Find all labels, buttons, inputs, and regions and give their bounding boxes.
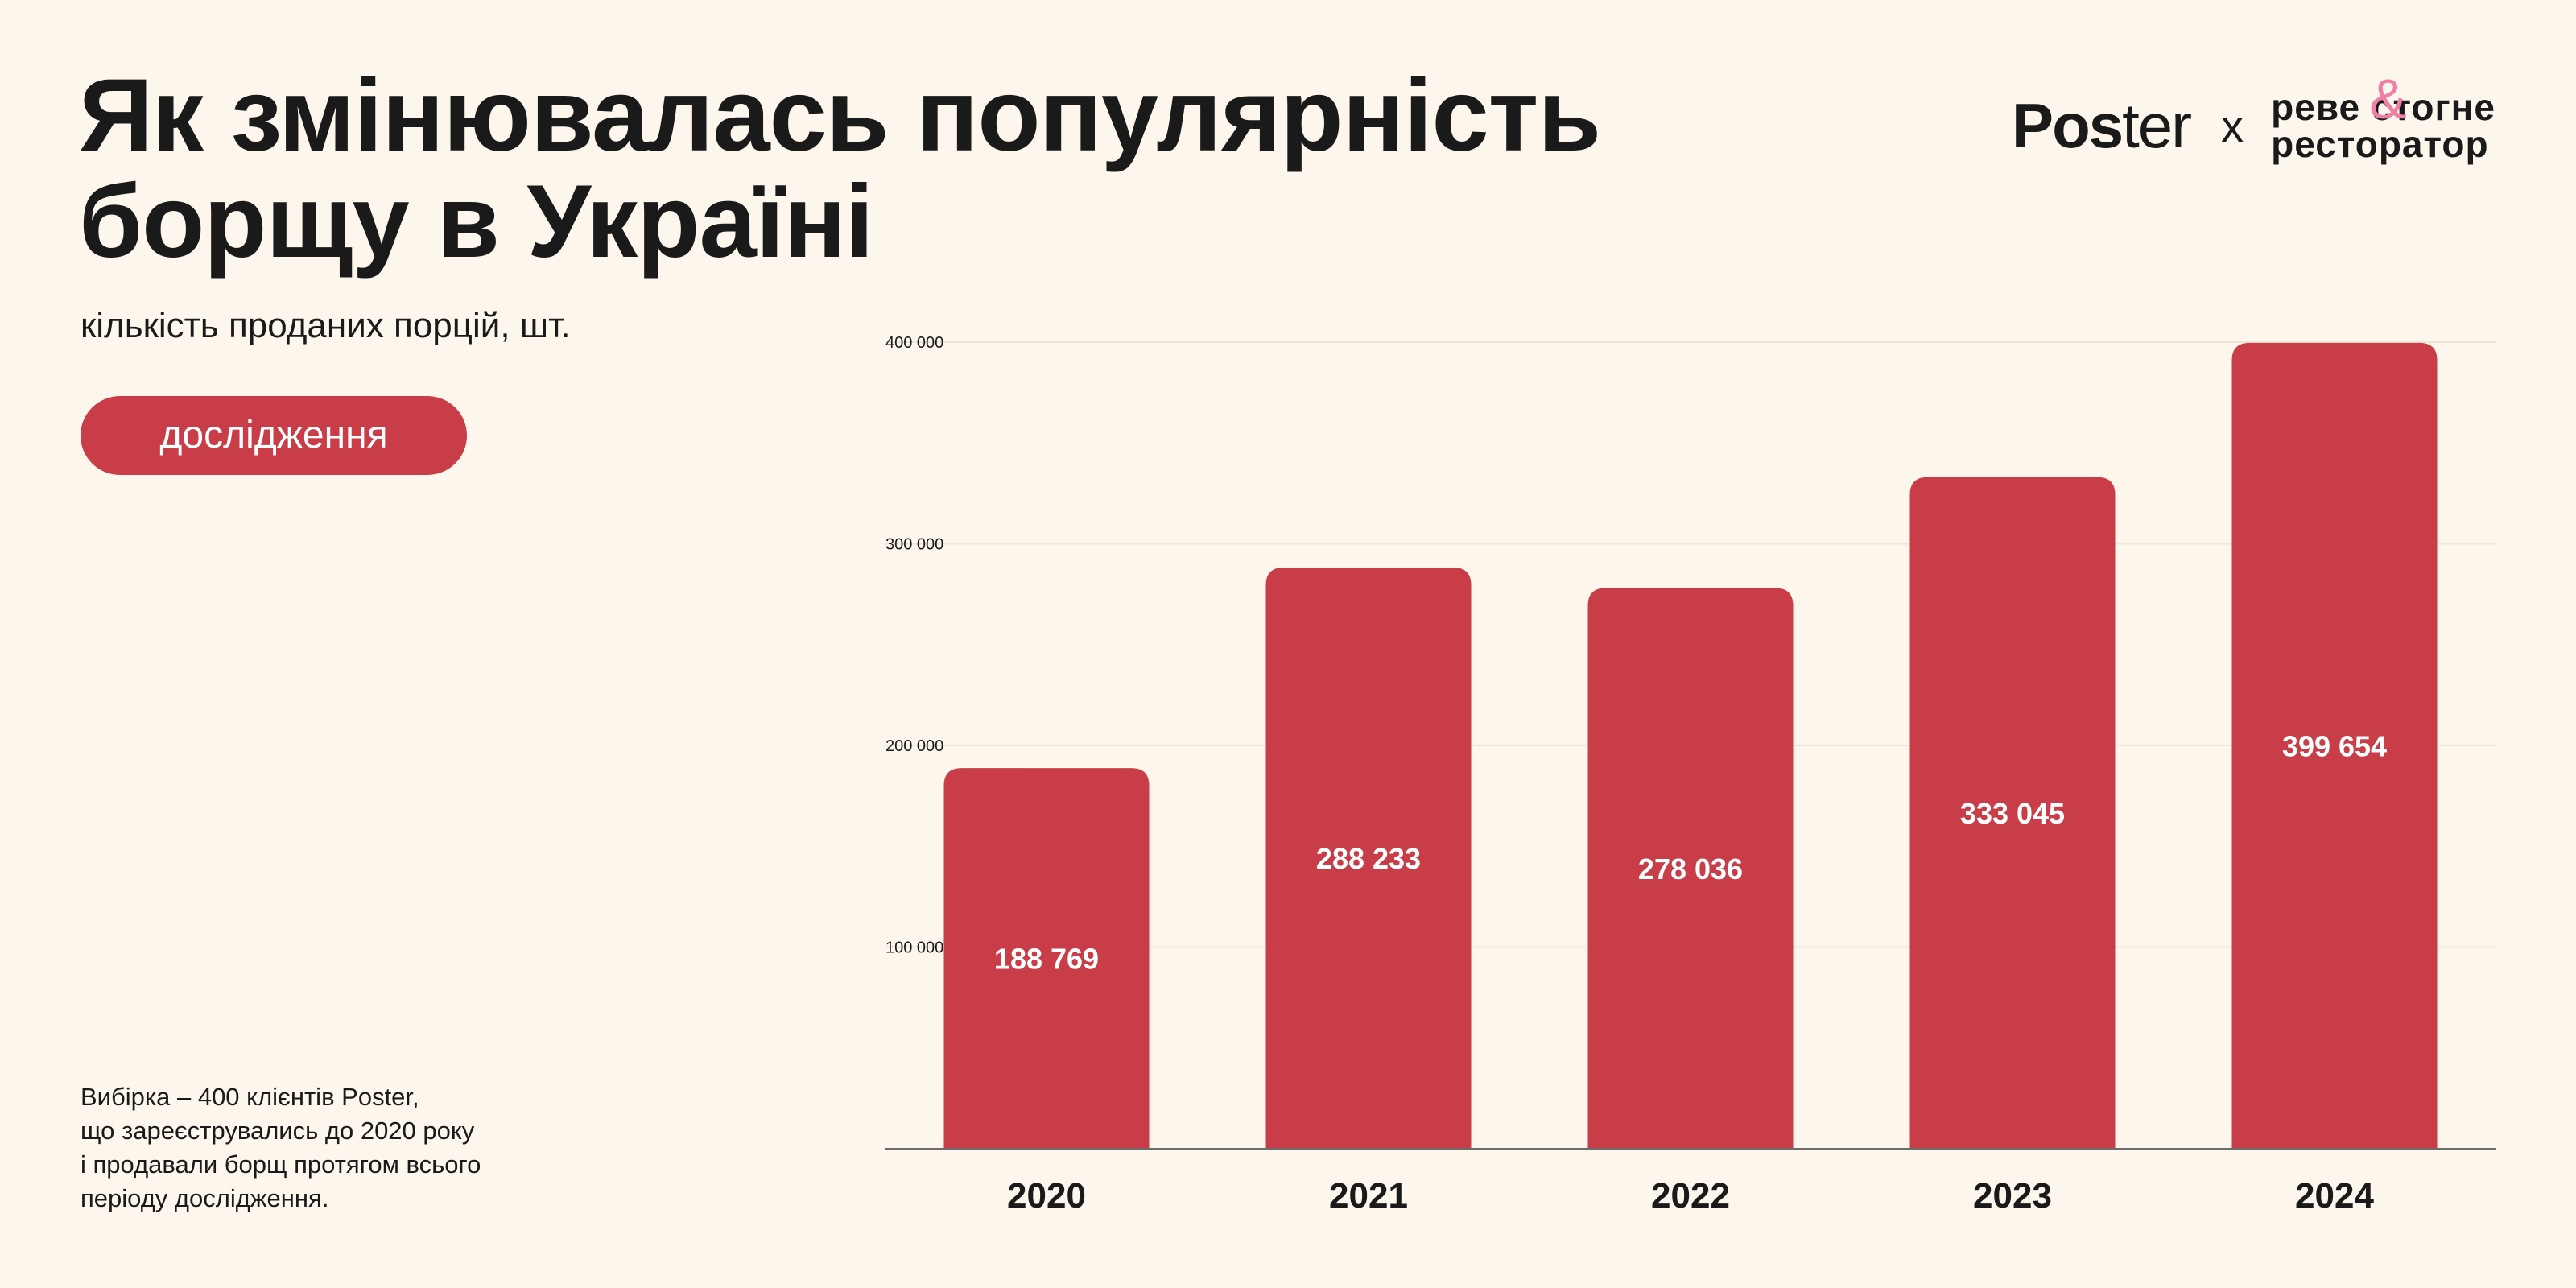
y-tick-label: 200 000	[886, 737, 943, 755]
chart-subtitle: кількість проданих порцій, шт.	[80, 306, 571, 345]
reve-stogne-logo: & реве стогне ресторатор	[2271, 71, 2496, 165]
x-tick-label: 2023	[1973, 1176, 2052, 1216]
y-tick-label: 100 000	[886, 939, 943, 957]
ampersand-mark: &	[2369, 68, 2408, 130]
x-tick-label: 2022	[1651, 1176, 1730, 1216]
poster-logo: Poster	[2012, 90, 2192, 161]
page-title: Як змінювалась популярність борщу в Укра…	[79, 63, 1769, 275]
partner-logos: Poster x & реве стогне ресторатор	[2012, 71, 2496, 165]
footnote-line: Вибірка – 400 клієнтів Poster,	[80, 1083, 419, 1111]
partner-logo-line: реве стогне	[2271, 86, 2496, 128]
poster-logo-bold: Pos	[2012, 90, 2124, 161]
data-label: 333 045	[1960, 797, 2065, 830]
poster-logo-rest: ter	[2122, 90, 2192, 161]
title-line: борщу в Україні	[79, 164, 874, 279]
title-line: Як змінювалась популярність	[79, 58, 1601, 173]
data-label: 278 036	[1638, 852, 1743, 886]
bar-chart: 100 000 200 000 300 000 400 000 188 769 2020 2…	[886, 334, 2496, 1216]
bar-2022	[1587, 588, 1794, 1149]
x-tick-label: 2024	[2295, 1176, 2374, 1216]
data-label: 288 233	[1316, 842, 1421, 875]
logo-separator: x	[2221, 100, 2244, 151]
x-tick-label: 2021	[1329, 1176, 1408, 1216]
data-label: 188 769	[994, 943, 1099, 976]
y-tick-label: 400 000	[886, 334, 943, 352]
sample-footnote: Вибірка – 400 клієнтів Poster, що зареєс…	[80, 1080, 596, 1216]
x-tick-label: 2020	[1007, 1176, 1086, 1216]
bar-2021	[1265, 567, 1472, 1149]
data-label: 399 654	[2282, 729, 2387, 762]
bar-2020	[943, 768, 1150, 1149]
bar-2024	[2231, 342, 2438, 1150]
footnote-line: що зареєструвались до 2020 року	[80, 1117, 475, 1145]
bar-2023	[1909, 477, 2116, 1149]
footnote-line: періоду дослідження.	[80, 1184, 329, 1212]
y-tick-label: 300 000	[886, 536, 943, 554]
partner-logo-line: ресторатор	[2271, 123, 2489, 165]
research-badge: дослідження	[80, 396, 467, 475]
footnote-line: і продавали борщ протягом всього	[80, 1150, 481, 1179]
